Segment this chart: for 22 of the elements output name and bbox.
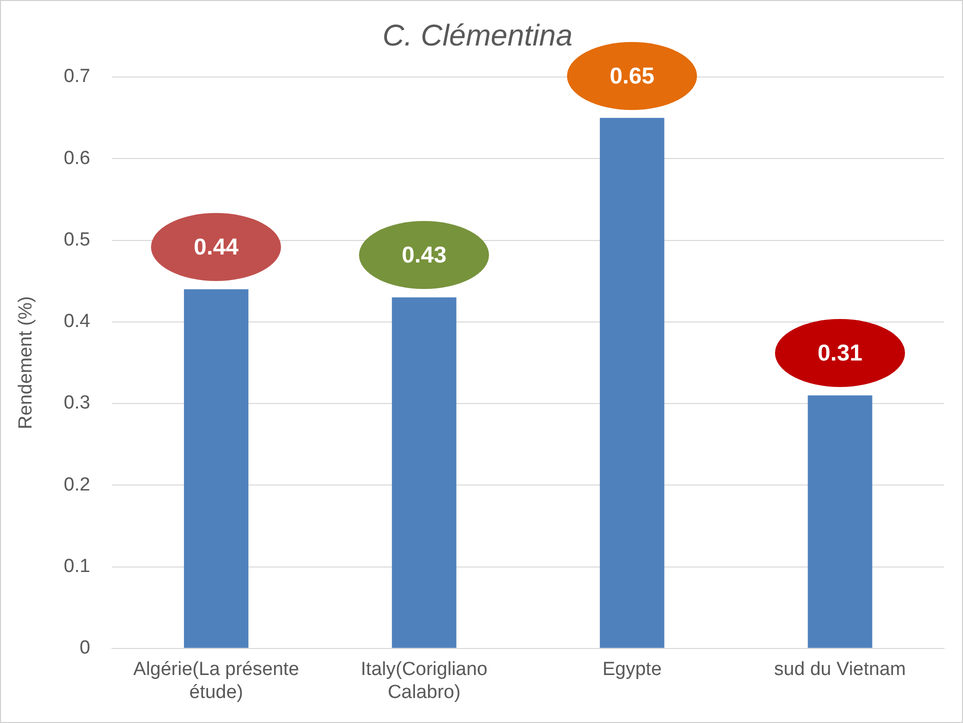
y-tick-label: 0.5 (64, 229, 90, 250)
bar (808, 395, 872, 648)
y-tick-label: 0.6 (64, 148, 90, 169)
y-tick-label: 0.7 (64, 66, 90, 88)
y-tick-label: 0.4 (64, 311, 91, 332)
y-tick-label: 0.3 (64, 392, 90, 414)
bar (392, 297, 456, 648)
data-label: 0.31 (818, 340, 862, 367)
y-tick-label: 0.1 (64, 556, 90, 578)
x-tick-label: Italy(Corigliano Calabro) (360, 659, 488, 703)
bar (184, 289, 248, 648)
x-tick-label: Egypte (602, 659, 662, 680)
bar (600, 118, 664, 648)
x-tick-label: Algérie(La présente étude) (133, 659, 300, 703)
chart-title: C. Clémentina (382, 19, 573, 52)
data-label: 0.65 (610, 62, 654, 90)
y-tick-label: 0 (80, 638, 90, 659)
data-label: 0.43 (402, 242, 447, 269)
x-tick-label: sud du Vietnam (774, 659, 906, 680)
data-label: 0.44 (194, 234, 239, 261)
y-tick-label: 0.2 (64, 474, 90, 496)
y-axis-title: Rendement (%) (16, 296, 37, 430)
